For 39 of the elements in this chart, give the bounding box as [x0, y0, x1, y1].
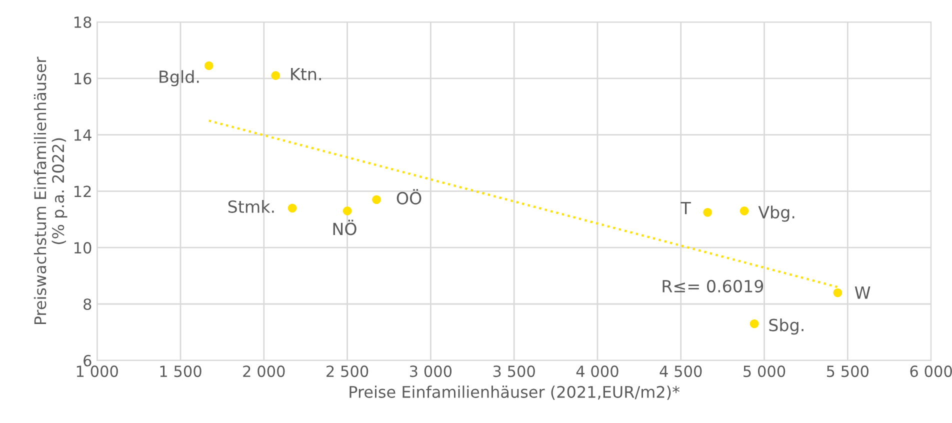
- x-tick-label: 4 500: [660, 366, 702, 378]
- y-tick-label: 18: [74, 16, 92, 28]
- x-axis-title: Preise Einfamilienhäuser (2021,EUR/m2)*: [350, 386, 680, 400]
- point: [288, 204, 297, 213]
- point: [740, 206, 749, 216]
- point: [703, 208, 712, 217]
- point: [204, 61, 214, 70]
- y-tick-label: 12: [74, 186, 91, 197]
- annotation: T: [680, 202, 691, 214]
- annotation: NÖ: [333, 220, 356, 236]
- annotation: Stmk.: [228, 200, 274, 213]
- y-tick-label: 16: [74, 72, 92, 84]
- annotation: Ktn.: [291, 68, 321, 80]
- x-tick-label: 1 500: [160, 366, 202, 378]
- annotation: Vbg.: [758, 206, 794, 222]
- annotation: OÖ: [396, 189, 422, 204]
- point: [750, 319, 759, 328]
- x-tick-label: 4 000: [576, 366, 618, 378]
- x-tick-label: 3 500: [493, 366, 535, 378]
- x-tick-label: 2 500: [326, 366, 368, 378]
- y-tick-label: 10: [74, 242, 92, 254]
- point: [342, 206, 352, 216]
- point: [372, 195, 381, 204]
- y-tick-label: 8: [84, 298, 92, 310]
- annotation: W: [854, 286, 870, 299]
- annotation: Sbg.: [769, 318, 804, 335]
- point: [833, 288, 842, 298]
- x-tick-label: 6 000: [910, 366, 952, 378]
- x-tick-label: 5 500: [826, 366, 869, 378]
- x-tick-label: 3 000: [410, 366, 452, 378]
- x-tick-label: 2 000: [243, 366, 285, 378]
- annotation: Bgld.: [160, 70, 199, 86]
- y-axis-title: Preiswachstum Einfamilienhäuser (% p.a. 2022): [34, 56, 68, 324]
- y-tick-label: 6: [84, 354, 92, 366]
- x-tick-label: 1 000: [76, 366, 118, 378]
- y-tick-label: 14: [74, 129, 92, 141]
- annotation: R≤= 0.6019: [662, 280, 764, 292]
- point: [271, 71, 280, 80]
- x-tick-label: 5 000: [744, 366, 786, 378]
